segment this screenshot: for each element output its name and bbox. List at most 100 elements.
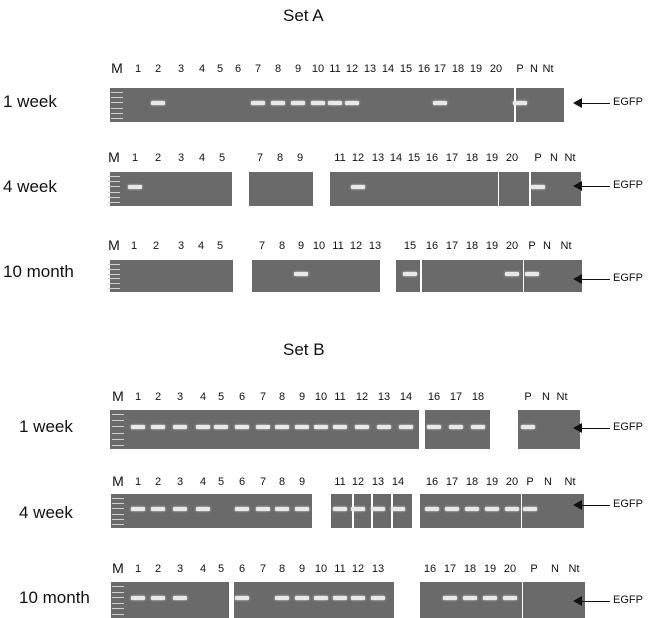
pcr-band bbox=[403, 272, 417, 277]
pcr-band bbox=[275, 424, 289, 429]
pcr-band bbox=[485, 506, 499, 511]
lane-number: 8 bbox=[278, 391, 286, 403]
lane-number: 18 bbox=[451, 63, 465, 75]
ladder-band bbox=[111, 102, 123, 104]
lane-number: 16 bbox=[423, 563, 437, 575]
lane-number: 17 bbox=[443, 563, 457, 575]
lane-number: 18 bbox=[465, 240, 479, 252]
pcr-band bbox=[521, 424, 535, 429]
lane-number: 9 bbox=[297, 240, 305, 252]
pcr-band bbox=[295, 424, 309, 429]
lane-number: 4 bbox=[198, 63, 206, 75]
ladder-band bbox=[108, 202, 120, 203]
lane-number: 4 bbox=[199, 476, 207, 488]
gel-panel bbox=[111, 494, 312, 528]
gel-panel bbox=[420, 582, 522, 618]
lane-number: 1 bbox=[130, 240, 138, 252]
pcr-band bbox=[505, 506, 519, 511]
lane-number: 9 bbox=[294, 63, 302, 75]
pcr-band bbox=[525, 272, 539, 277]
lane-number: 11 bbox=[334, 563, 346, 575]
arrow-line bbox=[579, 279, 610, 280]
pcr-band bbox=[314, 424, 328, 429]
ladder-band bbox=[108, 283, 120, 285]
lane-number: 18 bbox=[465, 152, 479, 164]
ladder-band bbox=[112, 508, 124, 510]
gel-panel bbox=[110, 172, 232, 206]
lane-number: 18 bbox=[463, 563, 477, 575]
lane-number: 5 bbox=[217, 391, 225, 403]
lane-number: N bbox=[542, 391, 550, 403]
lane-number: 19 bbox=[483, 563, 497, 575]
lane-number: 13 bbox=[371, 563, 385, 575]
lane-number: 15 bbox=[407, 152, 421, 164]
pcr-band bbox=[311, 100, 325, 105]
lane-number: 3 bbox=[177, 240, 185, 252]
pcr-band bbox=[449, 424, 463, 429]
arrow-icon bbox=[573, 500, 582, 510]
egfp-label: EGFP bbox=[613, 96, 643, 108]
set-title: Set A bbox=[283, 6, 324, 25]
pcr-band bbox=[256, 424, 270, 429]
arrow-line bbox=[579, 601, 610, 602]
lane-number: 10 bbox=[314, 391, 328, 403]
lane-number: M bbox=[112, 473, 124, 489]
pcr-band bbox=[151, 506, 165, 511]
lane-number: 5 bbox=[216, 63, 224, 75]
ladder-band bbox=[112, 498, 124, 499]
ladder-band bbox=[111, 107, 123, 109]
ladder-band bbox=[108, 196, 120, 198]
gel-panel bbox=[331, 410, 419, 449]
lane-number: 9 bbox=[296, 152, 304, 164]
timepoint-label: 4 week bbox=[3, 177, 57, 196]
pcr-band bbox=[196, 424, 210, 429]
arrow-icon bbox=[573, 181, 582, 191]
lane-number: Nt bbox=[556, 391, 568, 403]
ladder-band bbox=[108, 264, 120, 265]
pcr-band bbox=[131, 424, 145, 429]
ladder-band bbox=[112, 586, 124, 587]
lane-number: P bbox=[530, 563, 538, 575]
lane-number: 6 bbox=[238, 391, 246, 403]
lane-number: 16 bbox=[425, 152, 439, 164]
lane-number: 13 bbox=[371, 476, 385, 488]
pcr-band bbox=[333, 424, 347, 429]
pcr-band bbox=[291, 100, 305, 105]
pcr-band bbox=[151, 424, 165, 429]
lane-number: 19 bbox=[485, 152, 499, 164]
lane-number: 5 bbox=[217, 476, 225, 488]
pcr-band bbox=[427, 424, 441, 429]
lane-number: Nt bbox=[542, 63, 554, 75]
panel-separator bbox=[391, 494, 393, 528]
lane-number: 3 bbox=[176, 391, 184, 403]
pcr-band bbox=[377, 424, 391, 429]
pcr-band bbox=[355, 424, 369, 429]
pcr-band bbox=[523, 506, 537, 511]
lane-number: 17 bbox=[445, 240, 459, 252]
pcr-band bbox=[295, 595, 309, 600]
lane-number: 7 bbox=[259, 391, 267, 403]
lane-number: 19 bbox=[485, 240, 499, 252]
panel-separator bbox=[529, 172, 531, 206]
lane-number: 4 bbox=[197, 240, 205, 252]
lane-number: 12 bbox=[351, 152, 365, 164]
lane-number: 17 bbox=[449, 391, 463, 403]
pcr-band bbox=[235, 595, 249, 600]
pcr-band bbox=[531, 184, 545, 189]
arrow-icon bbox=[573, 98, 582, 108]
lane-number: 3 bbox=[176, 476, 184, 488]
ladder-band bbox=[108, 176, 120, 177]
lane-number: 18 bbox=[471, 391, 485, 403]
pcr-band bbox=[333, 595, 347, 600]
lane-number: P bbox=[528, 240, 536, 252]
set-title: Set B bbox=[283, 340, 325, 359]
ladder-band bbox=[112, 608, 124, 610]
lane-number: 2 bbox=[154, 476, 162, 488]
gel-panel bbox=[110, 88, 564, 122]
pcr-band bbox=[235, 506, 249, 511]
pcr-band bbox=[128, 184, 142, 189]
lane-number: 8 bbox=[278, 240, 286, 252]
lane-number: 1 bbox=[134, 391, 142, 403]
gel-panel bbox=[111, 582, 229, 618]
ladder-band bbox=[112, 597, 124, 599]
